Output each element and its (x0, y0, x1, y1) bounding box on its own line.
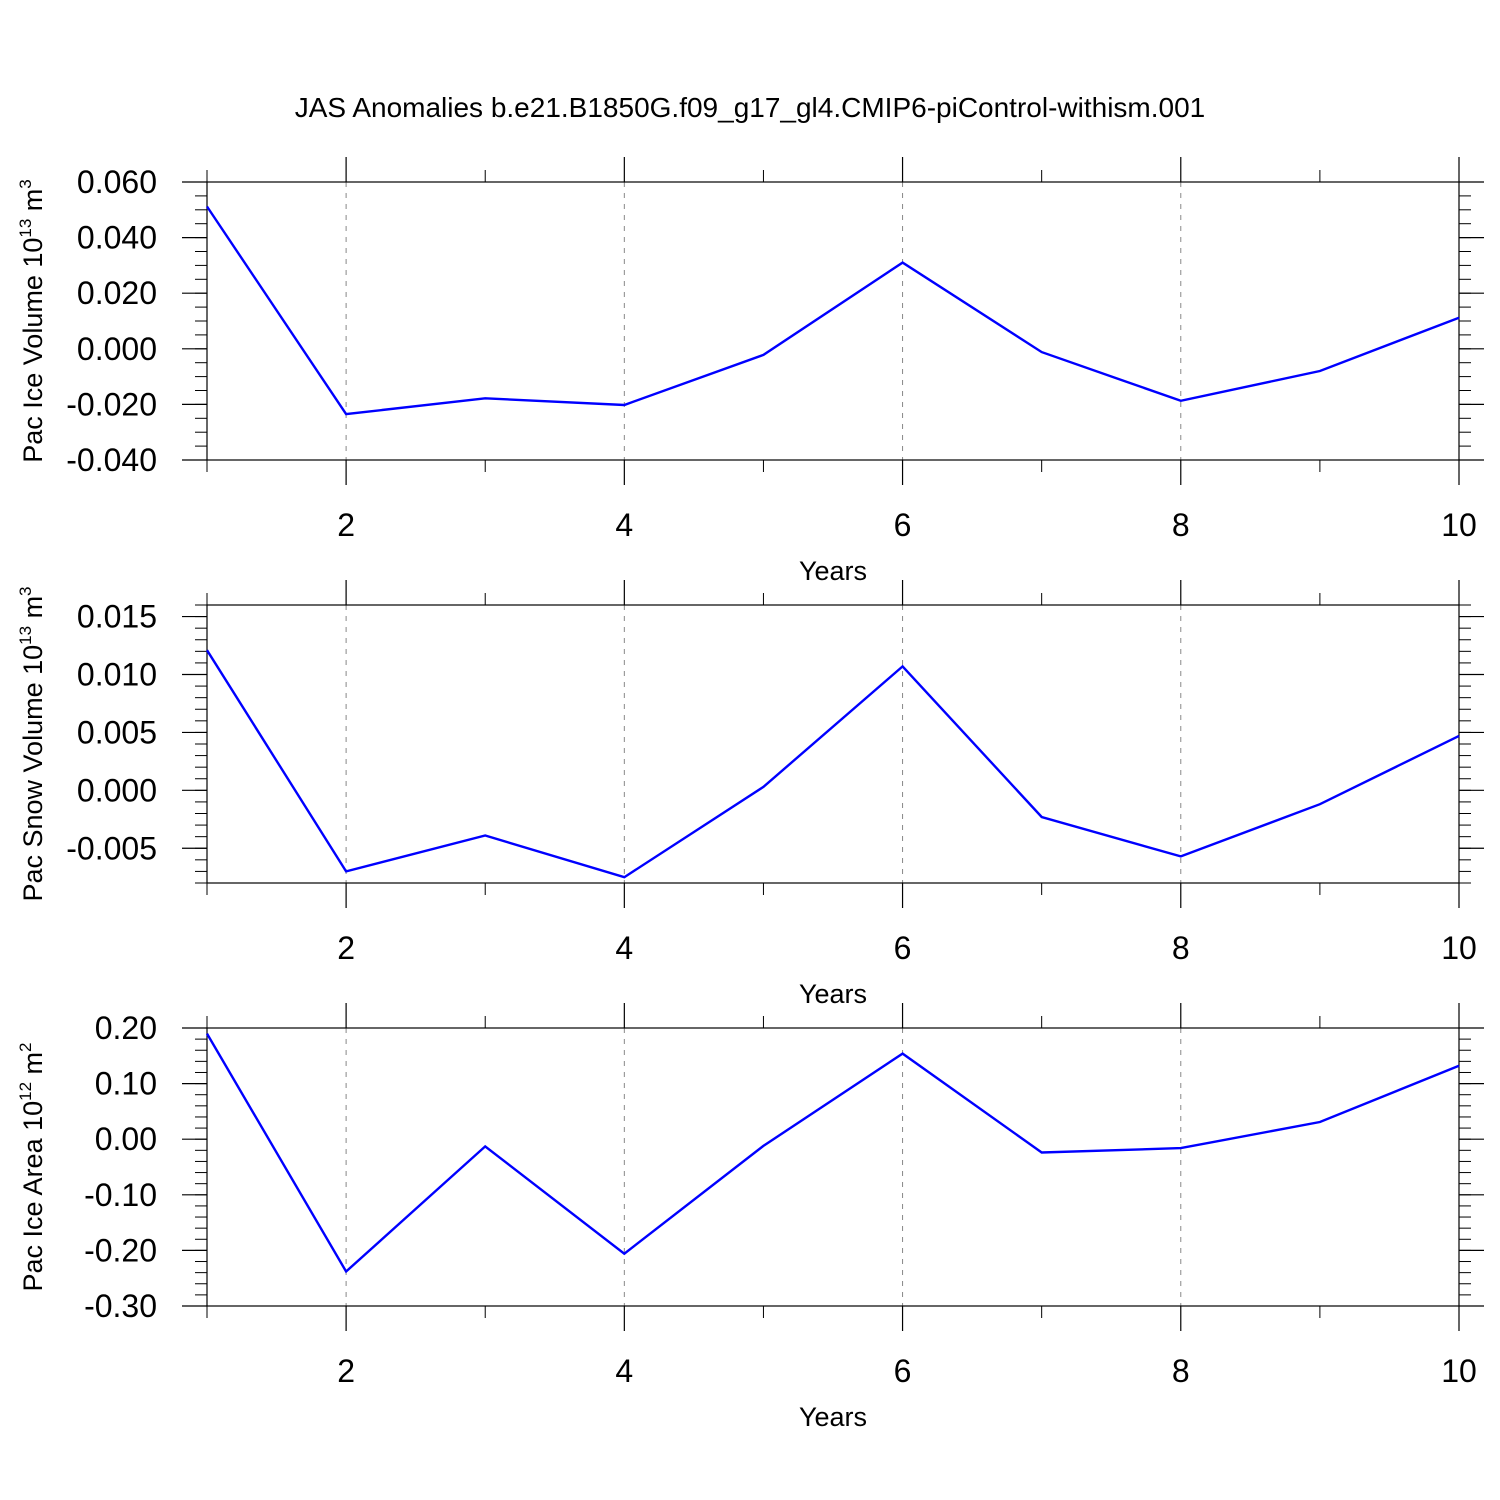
panel-2-y-tick-label: 0.000 (77, 772, 157, 808)
panel-3-x-tick-label: 8 (1172, 1353, 1190, 1389)
panel-3-y-axis-title-part: Pac Ice Area 10 (18, 1101, 48, 1292)
panel-2-x-tick-label: 4 (615, 930, 633, 966)
panel-2-y-axis-title-part: m (18, 596, 48, 626)
panel-3-y-axis-title-part: 12 (16, 1082, 35, 1101)
panel-3-y-axis-title-part: m (18, 1052, 48, 1082)
panel-1-y-axis-title-part: Pac Ice Volume 10 (18, 238, 48, 463)
panel-3-x-tick-label: 6 (894, 1353, 912, 1389)
panel-1-y-axis-title-part: 3 (16, 179, 35, 188)
panel-2-x-tick-label: 10 (1441, 930, 1477, 966)
panel-1-y-axis-title-part: 13 (16, 219, 35, 238)
panel-1-x-tick-label: 6 (894, 507, 912, 543)
panel-2-y-axis-title-part: 13 (16, 626, 35, 645)
panel-1-y-tick-label: 0.040 (77, 220, 157, 256)
panel-1-y-axis-title: Pac Ice Volume 1013 m3 (16, 179, 48, 463)
panel-1-x-axis-title: Years (799, 556, 867, 586)
panel-3-series-line (205, 1032, 1460, 1274)
panel-2-x-tick-label: 8 (1172, 930, 1190, 966)
panel-1-y-tick-label: 0.060 (77, 164, 157, 200)
panel-2-x-tick-label: 2 (337, 930, 355, 966)
panel-1-x-tick-label: 10 (1441, 507, 1477, 543)
panel-3-y-tick-label: 0.00 (95, 1121, 157, 1157)
panel-1-x-tick-label: 4 (615, 507, 633, 543)
panel-3-y-tick-label: 0.20 (95, 1010, 157, 1046)
panel-3-y-axis-title-part: 2 (16, 1042, 35, 1051)
panel-2-y-tick-label: 0.010 (77, 657, 157, 693)
panel-3-x-tick-label: 4 (615, 1353, 633, 1389)
panel-1-y-axis-title-part: m (18, 189, 48, 219)
page-title: JAS Anomalies b.e21.B1850G.f09_g17_gl4.C… (294, 92, 1206, 123)
panel-2-plot-frame (206, 604, 1460, 884)
panel-2-y-tick-label: -0.005 (66, 830, 157, 866)
panel-2-y-axis-title-part: 3 (16, 586, 35, 595)
panel-1-plot-frame (206, 181, 1460, 461)
panel-1-y-tick-label: -0.040 (66, 442, 157, 478)
panel-2-y-axis-title: Pac Snow Volume 1013 m3 (16, 586, 48, 901)
panel-3-y-tick-label: 0.10 (95, 1066, 157, 1102)
panel-3-y-tick-label: -0.10 (84, 1177, 157, 1213)
panel-1-y-tick-label: -0.020 (66, 386, 157, 422)
panel-2-y-tick-label: 0.015 (77, 599, 157, 635)
panel-3-x-axis-title: Years (799, 1402, 867, 1432)
panel-2-x-axis-title: Years (799, 979, 867, 1009)
panel-2-x-tick-label: 6 (894, 930, 912, 966)
panel-2-y-tick-label: 0.005 (77, 714, 157, 750)
panel-3-x-tick-label: 2 (337, 1353, 355, 1389)
panel-1-x-tick-label: 2 (337, 507, 355, 543)
panel-3-y-axis-title: Pac Ice Area 1012 m2 (16, 1042, 48, 1291)
panel-3-x-tick-label: 10 (1441, 1353, 1477, 1389)
panel-1-x-tick-label: 8 (1172, 507, 1190, 543)
panel-2-y-axis-title-part: Pac Snow Volume 10 (18, 645, 48, 902)
panel-3-y-tick-label: -0.30 (84, 1288, 157, 1324)
panel-3-plot-frame (206, 1027, 1460, 1307)
panel-2-series-line (205, 649, 1460, 879)
panel-1-y-tick-label: 0.000 (77, 331, 157, 367)
panel-1-series-line (206, 205, 1460, 416)
panel-3-y-tick-label: -0.20 (84, 1232, 157, 1268)
panel-1-y-tick-label: 0.020 (77, 275, 157, 311)
